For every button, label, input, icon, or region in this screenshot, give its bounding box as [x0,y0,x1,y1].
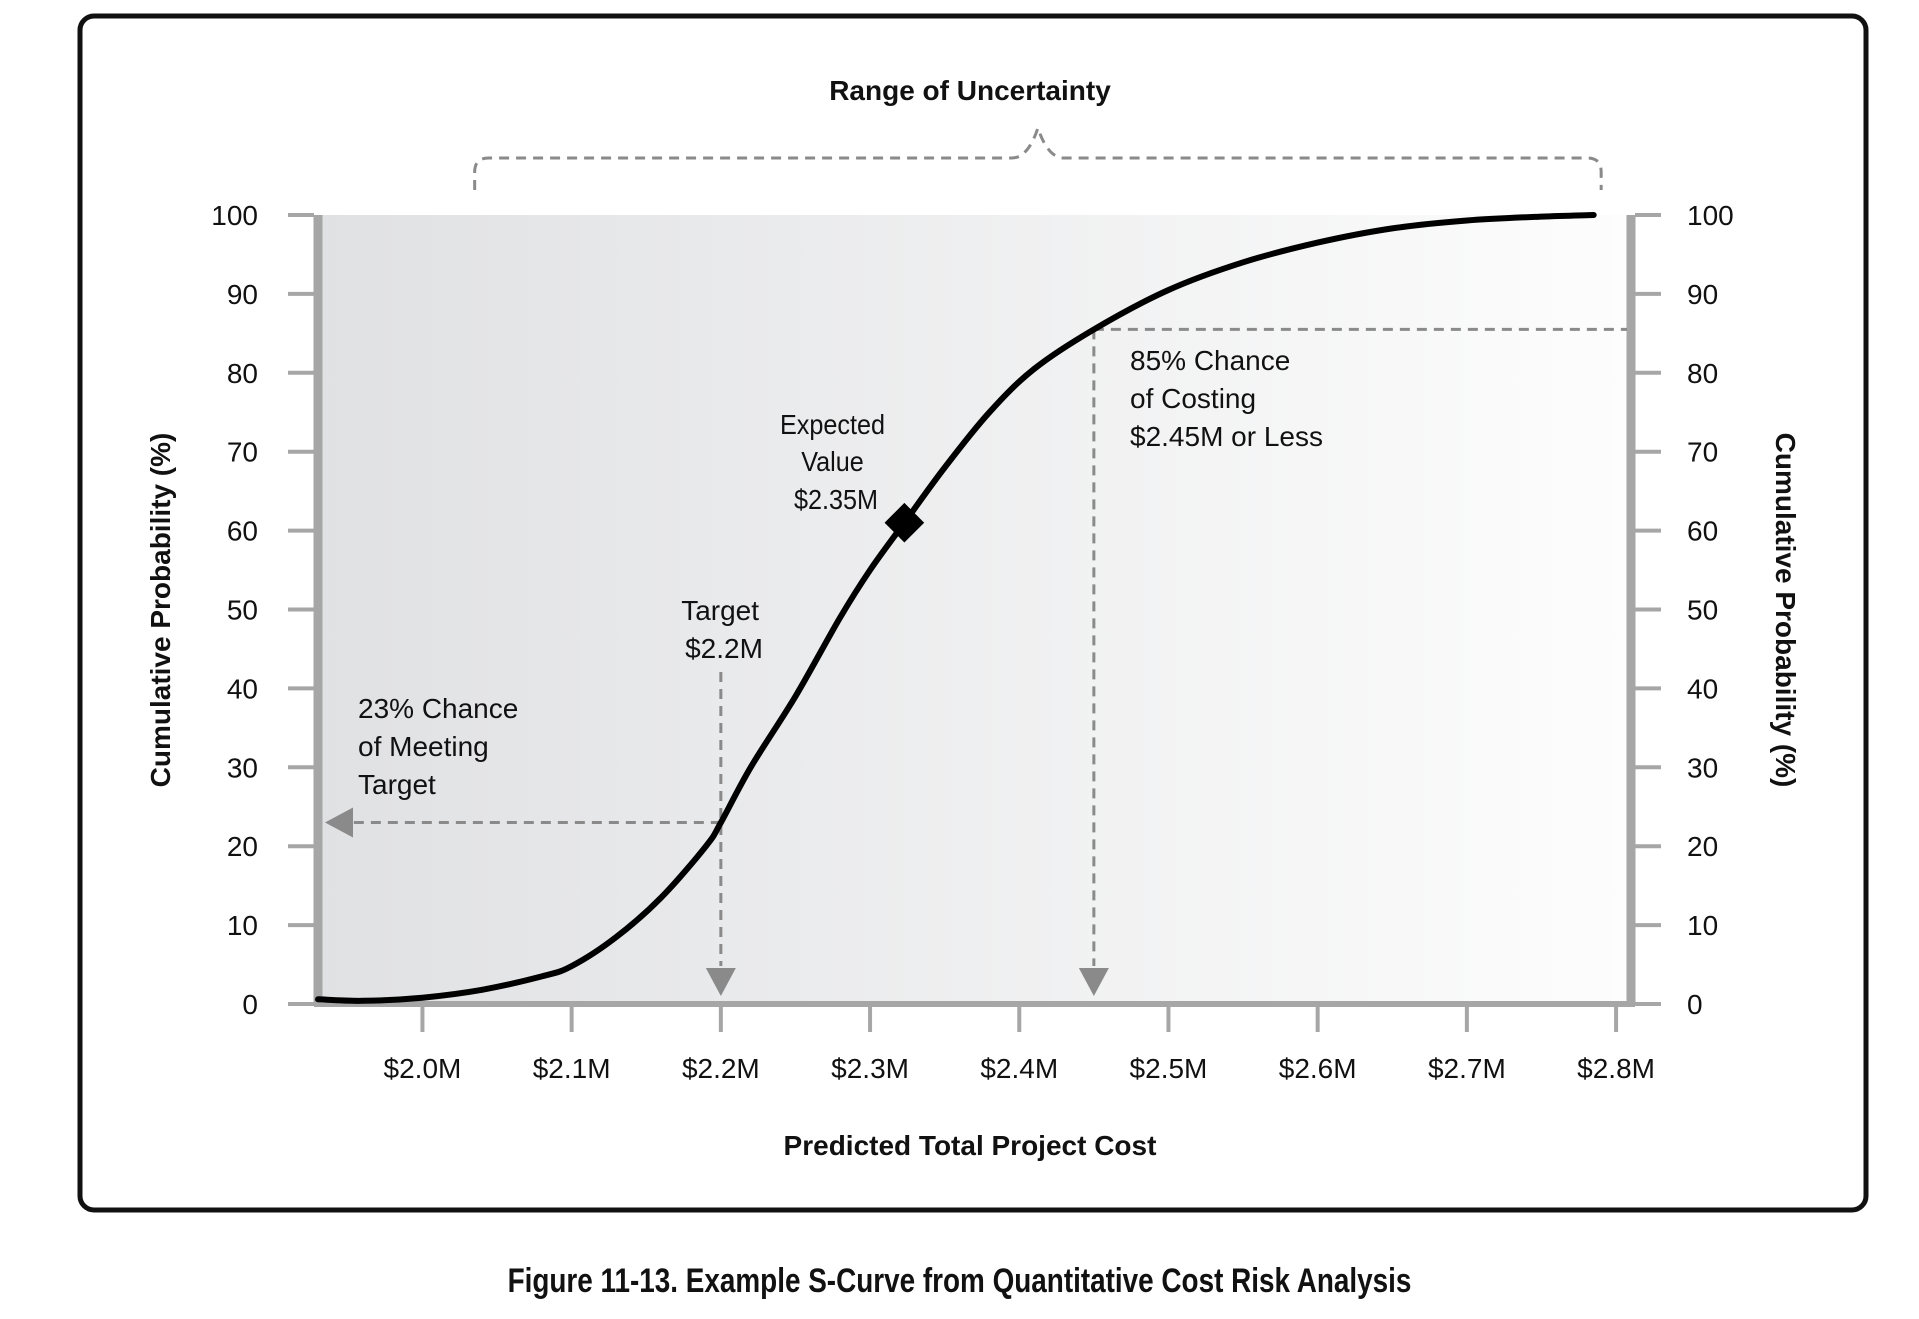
y-tick-label-right: 90 [1687,279,1718,310]
x-axis-title: Predicted Total Project Cost [784,1130,1157,1161]
y-tick-label-left: 70 [227,437,258,468]
y-tick-label-left: 40 [227,673,258,704]
reference-lines [325,327,1627,996]
left-y-ticks: 0 10 20 30 40 50 60 70 80 90 100 [211,200,314,1020]
y-tick-label-left: 50 [227,595,258,626]
chance-23-label: 23% Chance of Meeting Target [358,693,526,800]
x-tick-label: $2.8M [1577,1053,1655,1084]
x-tick-label: $2.3M [831,1053,909,1084]
y-tick-label-left: 100 [211,200,258,231]
x-tick-label: $2.0M [384,1053,462,1084]
x-tick-label: $2.1M [533,1053,611,1084]
y-tick-label-right: 70 [1687,437,1718,468]
y-tick-label-left: 90 [227,279,258,310]
y-tick-label-left: 20 [227,831,258,862]
x-ticks: $2.0M $2.1M $2.2M $2.3M $2.4M $2.5M $2.6M $2.7M… [384,1006,1655,1084]
chance-23-left-arrow [325,807,353,838]
y-tick-label-right: 80 [1687,358,1718,389]
x-tick-label: $2.7M [1428,1053,1506,1084]
y-tick-label-right: 50 [1687,595,1718,626]
y-tick-label-right: 100 [1687,200,1734,231]
y-axis-title-left: Cumulative Probability (%) [145,433,176,788]
chance-85-label: 85% Chance of Costing $2.45M or Less [1130,345,1323,452]
y-tick-label-left: 0 [242,989,258,1020]
x-tick-label: $2.5M [1130,1053,1208,1084]
y-tick-label-right: 40 [1687,673,1718,704]
right-y-ticks: 0 10 20 30 40 50 60 70 80 90 100 [1635,200,1734,1020]
uncertainty-brace [473,123,1603,190]
x-tick-label: $2.6M [1279,1053,1357,1084]
figure-caption: Figure 11-13. Example S-Curve from Quant… [507,1262,1412,1300]
plot-area [318,215,1631,1004]
y-tick-label-right: 30 [1687,752,1718,783]
y-tick-label-left: 80 [227,358,258,389]
target-down-arrow [705,968,736,996]
y-tick-label-right: 60 [1687,516,1718,547]
y-tick-label-right: 10 [1687,910,1718,941]
y-tick-label-right: 0 [1687,989,1703,1020]
range-of-uncertainty-label: Range of Uncertainty [829,75,1111,106]
y-tick-label-left: 10 [227,910,258,941]
x-tick-label: $2.4M [980,1053,1058,1084]
target-label: Target $2.2M [681,595,767,664]
y-tick-label-left: 30 [227,752,258,783]
y-axis-title-right: Cumulative Probability (%) [1770,433,1801,788]
x-tick-label: $2.2M [682,1053,760,1084]
s-curve-line [315,212,1597,1004]
y-tick-label-right: 20 [1687,831,1718,862]
expected-value-label: Expected Value $2.35M [780,409,892,516]
y-tick-label-left: 60 [227,516,258,547]
p85-down-arrow [1078,968,1109,996]
